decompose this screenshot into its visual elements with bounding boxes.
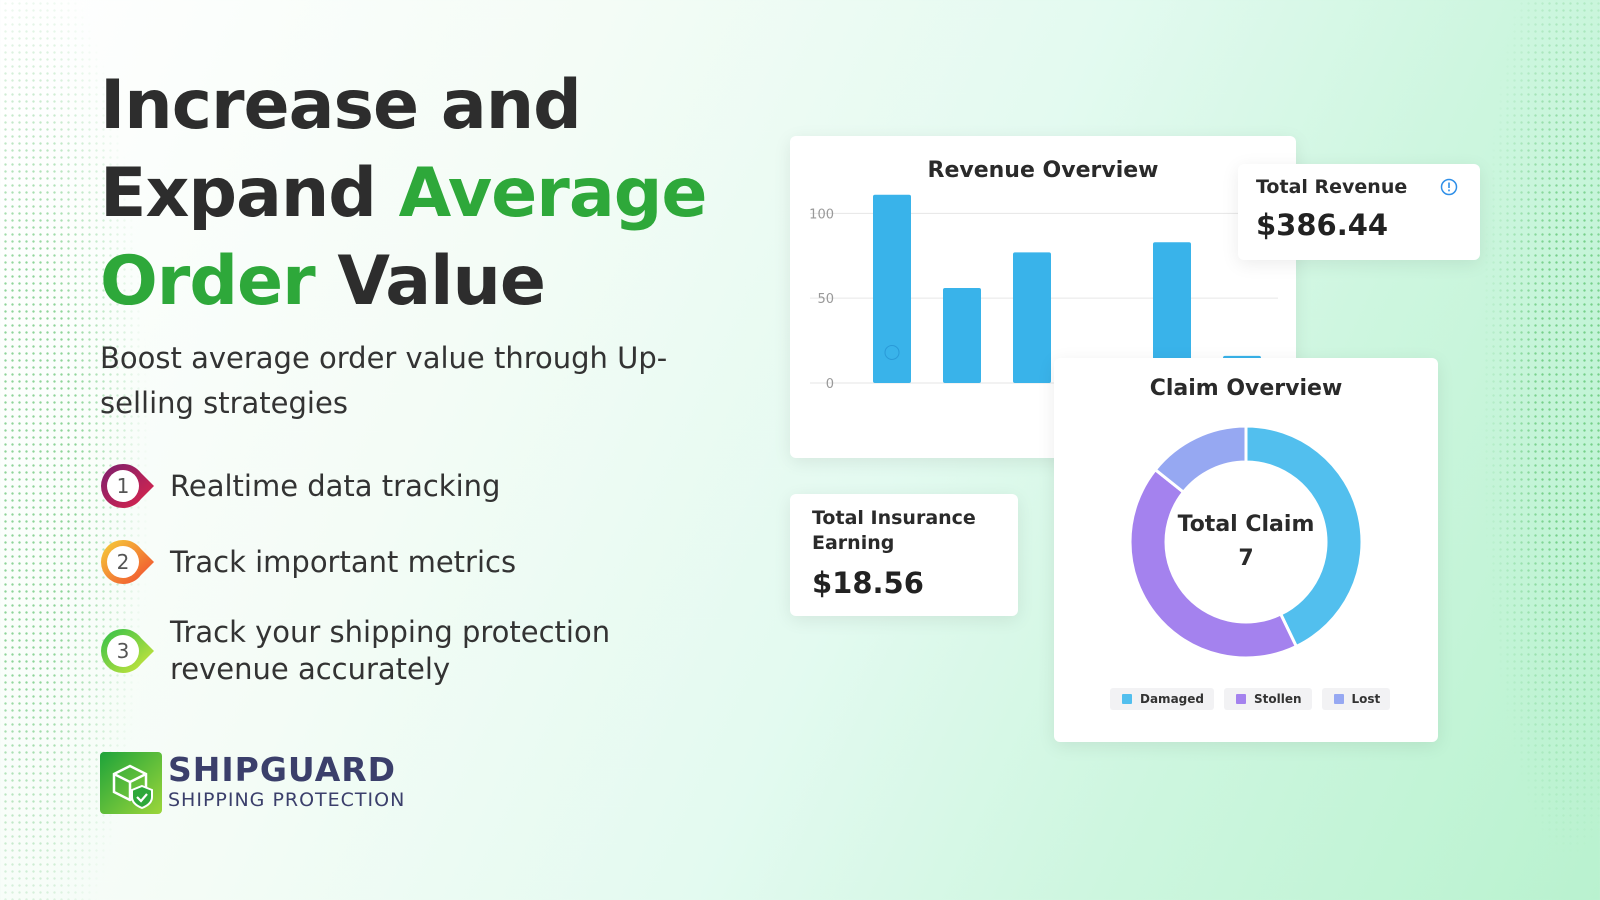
total-claim-label: Total Claim [1177,512,1315,537]
legend-label: Lost [1351,692,1381,706]
claim-overview-title: Claim Overview [1149,376,1343,401]
legend-item-stollen[interactable]: Stollen [1223,688,1312,710]
donut-slice-damaged [1244,424,1364,649]
decorative-dot-wave-right [1420,0,1600,900]
revenue-bar [1153,242,1191,383]
revenue-bar [943,288,981,383]
y-tick-label: 50 [817,292,834,307]
headline-line3-accent: Order [100,242,316,321]
claim-donut-chart [1128,424,1364,660]
package-shield-icon [100,752,162,814]
donut-slice-lost [1153,424,1248,495]
donut-slice-stollen [1128,467,1299,660]
feature-number: 1 [116,474,130,498]
headline-line2-dark: Expand [100,154,399,233]
logo-tagline: SHIPPING PROTECTION [168,789,406,811]
number-marker-icon: 3 [100,627,154,675]
insurance-title-line1: Total Insurance [812,507,976,529]
claim-legend: Damaged Stollen Lost [1110,688,1391,710]
feature-item-1: 1 Realtime data tracking [100,462,720,510]
revenue-bar [873,194,911,383]
logo-name: SHIPGUARD [168,750,397,789]
feature-item-2: 2 Track important metrics [100,538,720,586]
info-icon[interactable] [1440,178,1458,196]
insurance-value: $18.56 [812,566,924,600]
number-marker-icon: 1 [100,462,154,510]
insurance-title: Total Insurance Earning [812,506,996,556]
claim-overview-card: Claim Overview Total Claim 7 Damaged Stol… [1054,358,1438,742]
total-revenue-value: $386.44 [1256,208,1389,242]
headline: Increase and Expand Average Order Value [100,62,740,326]
hover-point-marker [884,344,900,360]
headline-line3-dark: Value [314,242,546,321]
feature-label: Realtime data tracking [170,468,501,503]
legend-swatch [1122,694,1132,704]
feature-list: 1 Realtime data tracking 2 Track importa… [100,462,720,716]
feature-label: Track important metrics [170,544,517,579]
headline-line2-accent: Average [398,154,708,233]
y-tick-label: 100 [809,207,834,222]
number-marker-icon: 2 [100,538,154,586]
legend-swatch [1333,694,1344,704]
legend-item-damaged[interactable]: Damaged [1110,688,1214,710]
legend-label: Stollen [1253,692,1302,706]
insurance-title-line2: Earning [812,532,895,554]
decorative-dot-wave-left [0,0,380,900]
feature-number: 3 [116,639,130,663]
total-insurance-earning-card: Total Insurance Earning $18.56 [790,494,1018,616]
feature-item-3: 3 Track your shipping protection revenue… [100,614,720,688]
headline-line1: Increase and [100,66,582,145]
shipguard-logo: SHIPGUARD SHIPPING PROTECTION [100,752,405,814]
y-tick-label: 0 [826,377,834,392]
feature-label: Track your shipping protection revenue a… [170,615,611,686]
legend-swatch [1235,694,1246,704]
subheadline: Boost average order value through Up-sel… [100,341,668,420]
total-revenue-title: Total Revenue [1256,176,1408,198]
revenue-bar [1013,252,1051,383]
total-claim-value: 7 [1238,546,1254,571]
revenue-overview-title: Revenue Overview [927,158,1159,183]
feature-number: 2 [116,550,130,574]
legend-label: Damaged [1140,692,1204,706]
legend-item-lost[interactable]: Lost [1321,688,1391,710]
donut-center-label: Total Claim 7 [1146,508,1346,576]
total-revenue-card: Total Revenue $386.44 [1238,164,1480,260]
